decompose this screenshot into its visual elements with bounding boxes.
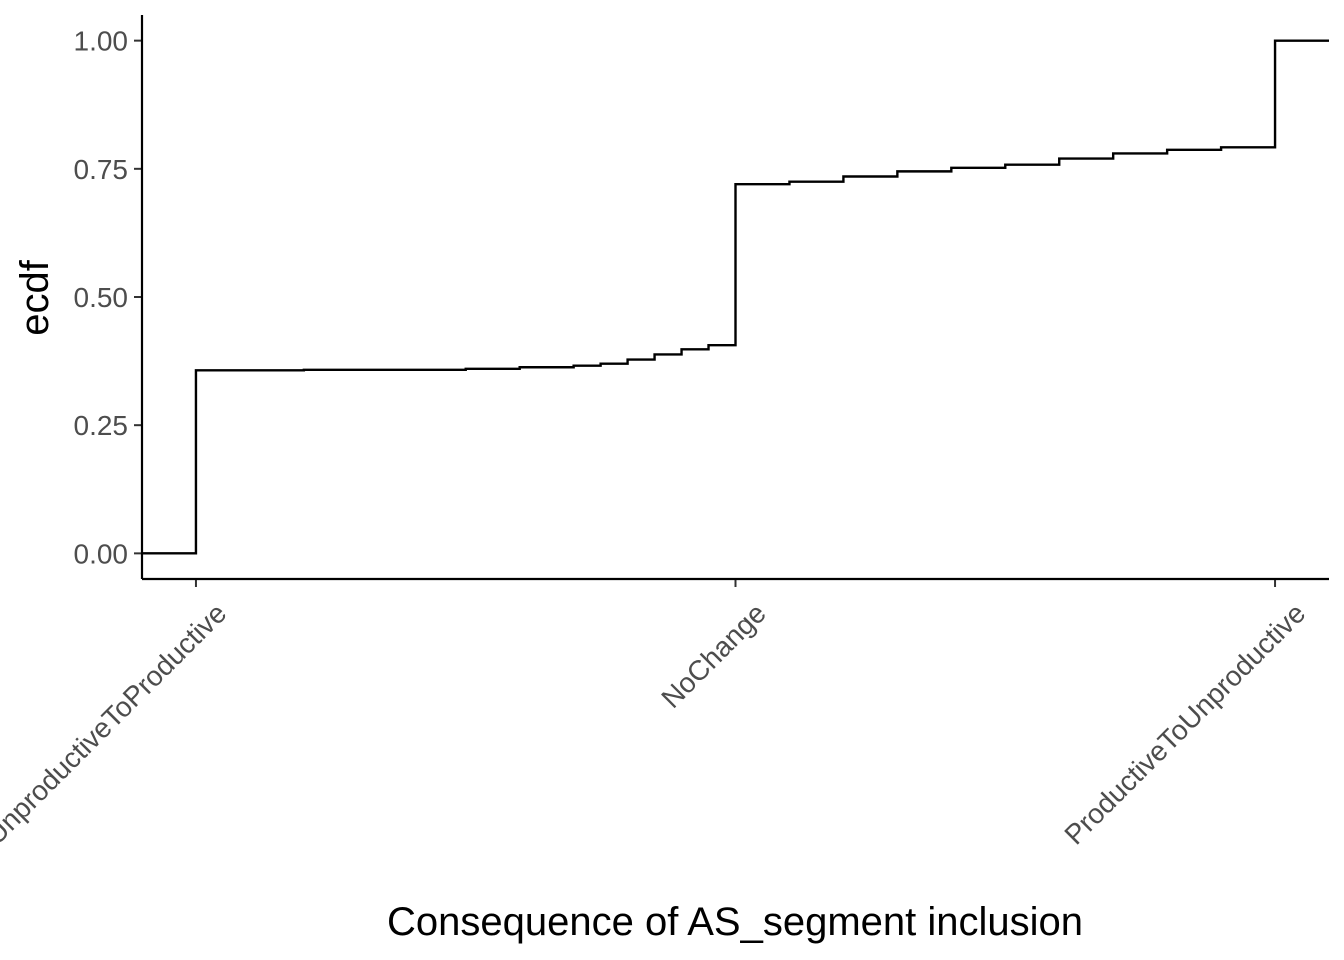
x-tick-label: NoChange (655, 597, 772, 714)
x-tick-label: UnproductiveToProductive (0, 597, 232, 850)
y-tick-label: 0.50 (74, 282, 129, 313)
x-axis-ticks: UnproductiveToProductive NoChange Producti… (0, 579, 1311, 850)
y-tick-label: 0.25 (74, 410, 129, 441)
x-axis-title: Consequence of AS_segment inclusion (387, 900, 1083, 944)
y-tick-label: 0.75 (74, 154, 129, 185)
y-tick-label: 1.00 (74, 26, 129, 57)
y-axis-title: ecdf (13, 259, 57, 335)
ecdf-series-line (142, 39, 1329, 555)
x-tick-label: ProductiveToUnproductive (1058, 597, 1311, 850)
y-tick-label: 0.00 (74, 538, 129, 569)
series-layer (142, 39, 1329, 555)
y-axis-ticks: 0.00 0.25 0.50 0.75 1.00 (74, 26, 142, 569)
